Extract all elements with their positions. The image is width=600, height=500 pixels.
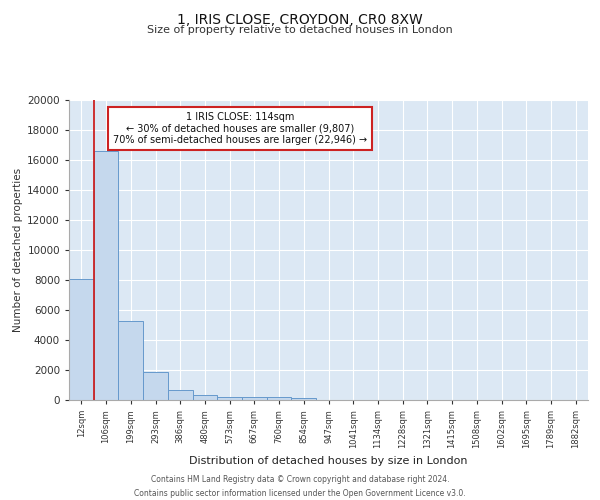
Text: 1 IRIS CLOSE: 114sqm
← 30% of detached houses are smaller (9,807)
70% of semi-de: 1 IRIS CLOSE: 114sqm ← 30% of detached h…: [113, 112, 367, 145]
Bar: [94, 151, 118, 400]
Bar: [193, 395, 217, 400]
X-axis label: Distribution of detached houses by size in London: Distribution of detached houses by size …: [189, 456, 468, 466]
Bar: [69, 279, 94, 400]
Bar: [292, 398, 316, 400]
Text: Size of property relative to detached houses in London: Size of property relative to detached ho…: [147, 25, 453, 35]
Y-axis label: Number of detached properties: Number of detached properties: [13, 168, 23, 332]
Text: Contains HM Land Registry data © Crown copyright and database right 2024.
Contai: Contains HM Land Registry data © Crown c…: [134, 476, 466, 498]
Bar: [118, 320, 143, 400]
Bar: [242, 397, 267, 400]
Bar: [168, 390, 193, 400]
Bar: [143, 372, 168, 400]
Bar: [267, 398, 292, 400]
Text: 1, IRIS CLOSE, CROYDON, CR0 8XW: 1, IRIS CLOSE, CROYDON, CR0 8XW: [177, 12, 423, 26]
Bar: [217, 396, 242, 400]
